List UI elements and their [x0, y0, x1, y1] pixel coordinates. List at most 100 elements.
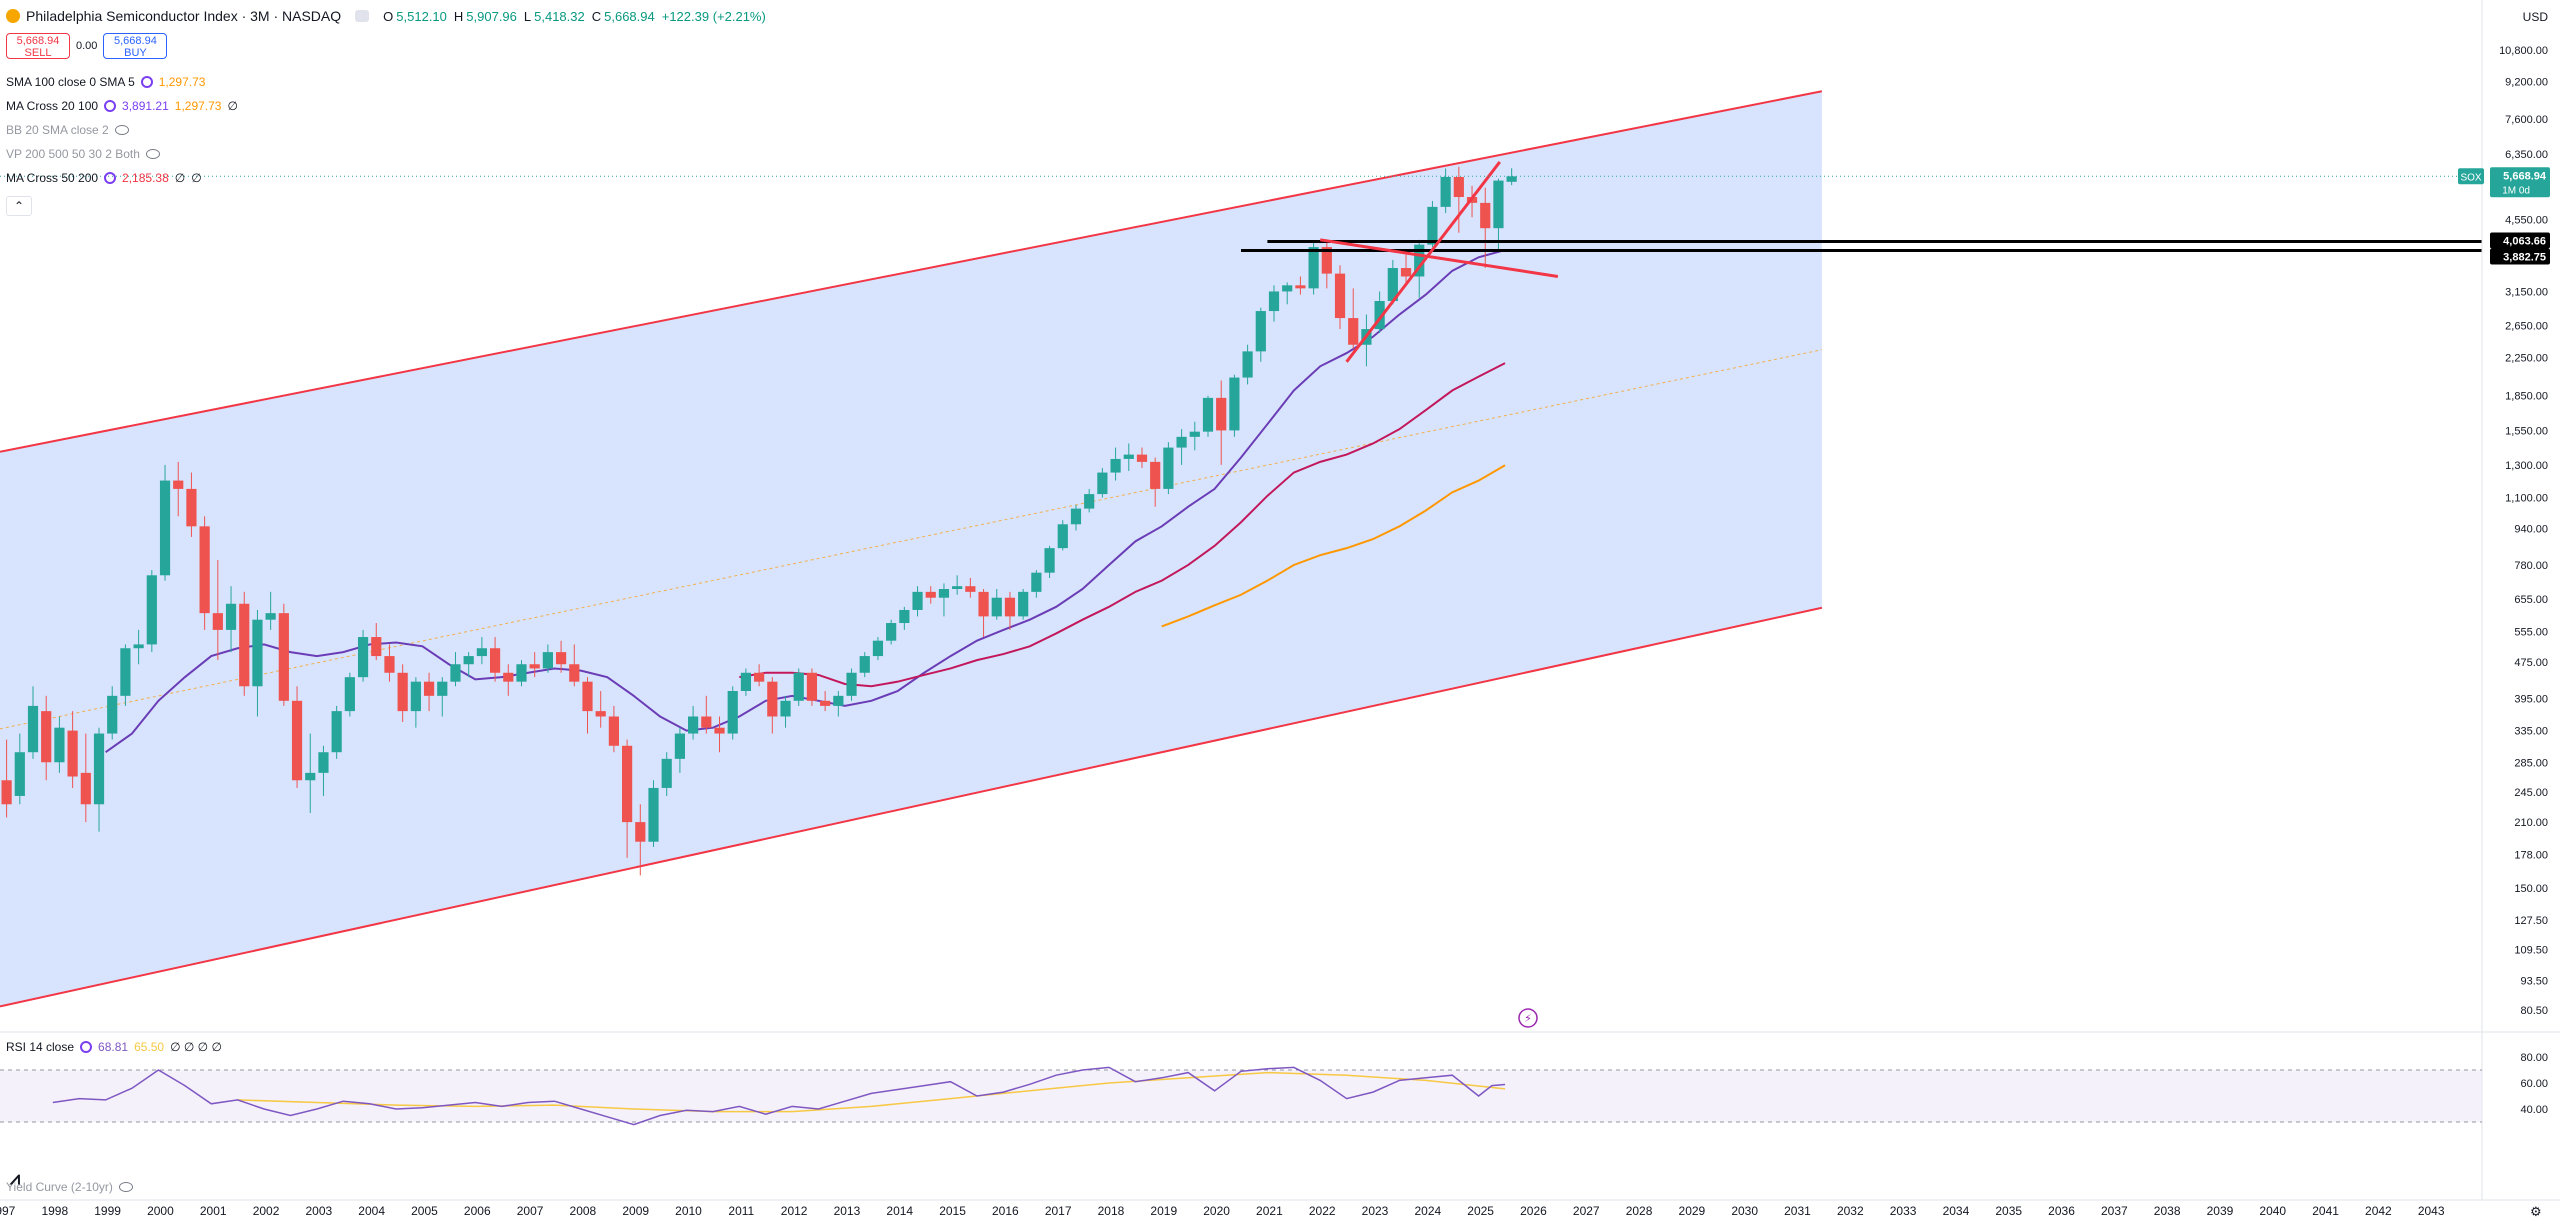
candle-body	[661, 758, 672, 788]
ohlc-values: O 5,512.10 H 5,907.96 L 5,418.32 C 5,668.94 …	[383, 8, 766, 24]
eye-hidden-icon[interactable]	[145, 149, 160, 159]
candle-body	[1308, 247, 1319, 289]
yield-curve-legend[interactable]: Yield Curve (2-10yr)	[6, 1180, 133, 1194]
candle-body	[793, 672, 804, 701]
indicator-vp[interactable]: VP 200 500 50 30 2 Both	[6, 147, 160, 161]
price-tick-label: 1,850.00	[2505, 391, 2548, 403]
candle-body	[635, 822, 646, 842]
candle-body	[27, 705, 39, 753]
candle-body	[952, 586, 963, 590]
candle-body	[1387, 268, 1398, 302]
eye-hidden-icon[interactable]	[114, 125, 129, 135]
candle-body	[899, 609, 910, 624]
candle-body	[608, 716, 619, 746]
indicator-ma-cross-20-100[interactable]: MA Cross 20 100 3,891.21 1,297.73 ∅	[6, 99, 238, 113]
market-status-icon	[355, 10, 370, 22]
last-price-tag-text: 5,668.94	[2503, 170, 2547, 182]
price-tick-label: 1,100.00	[2505, 493, 2548, 505]
time-tick-label: 2018	[1098, 1204, 1125, 1218]
candle-body	[1150, 461, 1161, 489]
rsi-legend[interactable]: RSI 14 close 68.81 65.50 ∅ ∅ ∅ ∅	[6, 1040, 222, 1054]
time-tick-label: 2009	[622, 1204, 649, 1218]
candle-body	[1189, 431, 1200, 437]
rsi-line	[52, 1066, 1506, 1126]
candle-body	[925, 591, 936, 598]
sell-button[interactable]: 5,668.94 SELL	[6, 33, 70, 59]
indicator-bb[interactable]: BB 20 SMA close 2	[6, 123, 129, 137]
price-tick-label: 1,550.00	[2505, 425, 2548, 437]
candle-body	[1176, 436, 1187, 448]
rsi-tick-label: 60.00	[2520, 1078, 2548, 1090]
candle-body	[423, 681, 435, 696]
candle-body	[476, 648, 487, 657]
candle-body	[437, 681, 448, 696]
candle-body	[622, 745, 633, 823]
candle-body	[1400, 268, 1412, 277]
candle-body	[1, 780, 12, 805]
symbol-logo-icon	[6, 9, 20, 23]
level-tag-1-text: 4,063.66	[2503, 236, 2546, 248]
time-tick-label: 2035	[1995, 1204, 2022, 1218]
candle-body	[344, 677, 355, 712]
settings-icon[interactable]	[104, 100, 117, 112]
candle-body	[516, 664, 527, 682]
candle-body	[318, 752, 329, 773]
price-tick-label: 3,150.00	[2505, 286, 2548, 298]
candle-body	[41, 711, 52, 763]
candle-body	[582, 681, 593, 712]
settings-icon[interactable]	[140, 76, 153, 88]
candle-body	[1097, 472, 1108, 495]
candle-body	[252, 619, 263, 687]
candle-body	[727, 691, 738, 734]
candle-body	[384, 656, 395, 673]
candle-body	[463, 656, 474, 665]
price-tick-label: 780.00	[2514, 560, 2548, 572]
candle-body	[1202, 397, 1214, 432]
indicator-ma-cross-50-200[interactable]: MA Cross 50 200 2,185.38 ∅ ∅	[6, 171, 202, 185]
candle-body	[1044, 548, 1055, 573]
candle-body	[1506, 176, 1517, 182]
currency-label[interactable]: USD	[2522, 10, 2548, 24]
settings-icon[interactable]	[104, 172, 117, 184]
collapse-legend-button[interactable]: ⌃	[6, 196, 32, 216]
last-price-tag-bg	[2490, 167, 2550, 198]
price-tick-label: 2,650.00	[2505, 320, 2548, 332]
price-tick-label: 655.00	[2514, 594, 2548, 606]
candle-body	[120, 648, 131, 696]
price-tick-label: 178.00	[2514, 850, 2548, 862]
time-tick-label: 2006	[464, 1204, 491, 1218]
candle-body	[1216, 397, 1227, 431]
candle-body	[67, 730, 78, 777]
candle-body	[688, 716, 699, 734]
time-tick-label: 1998	[41, 1204, 68, 1218]
candle-body	[1031, 572, 1042, 592]
candle-body	[1282, 285, 1293, 292]
spread-value: 0.00	[76, 40, 98, 52]
time-tick-label: 2016	[992, 1204, 1019, 1218]
ma20-line	[105, 249, 1506, 754]
settings-icon[interactable]	[80, 1041, 93, 1053]
sox-tag-bg	[2458, 168, 2484, 185]
time-tick-label: 2014	[886, 1204, 913, 1218]
eye-hidden-icon[interactable]	[118, 1182, 133, 1192]
level-tag-2: 3,882.75	[2490, 248, 2550, 265]
time-tick-label: 2000	[147, 1204, 174, 1218]
candle-body	[1374, 301, 1385, 330]
time-tick-label: 1999	[94, 1204, 121, 1218]
candle-body	[1453, 176, 1464, 198]
trade-panel: 5,668.94 SELL 0.00 5,668.94 BUY	[6, 33, 168, 59]
channel-fill	[0, 91, 1822, 1007]
candle-body	[1493, 180, 1504, 229]
symbol-title[interactable]: Philadelphia Semiconductor Index · 3M · …	[26, 8, 342, 24]
ma50-line	[739, 362, 1506, 688]
time-tick-label: 2033	[1890, 1204, 1917, 1218]
indicator-sma100[interactable]: SMA 100 close 0 SMA 5 1,297.73	[6, 75, 206, 89]
candle-body	[503, 672, 514, 682]
tradingview-logo-icon[interactable]: ⩘	[10, 1168, 21, 1188]
countdown-text: 1M 0d	[2502, 185, 2530, 196]
candle-body	[542, 652, 553, 669]
buy-button[interactable]: 5,668.94 BUY	[103, 33, 168, 59]
time-tick-label: 2013	[834, 1204, 861, 1218]
time-tick-label: 2019	[1150, 1204, 1177, 1218]
